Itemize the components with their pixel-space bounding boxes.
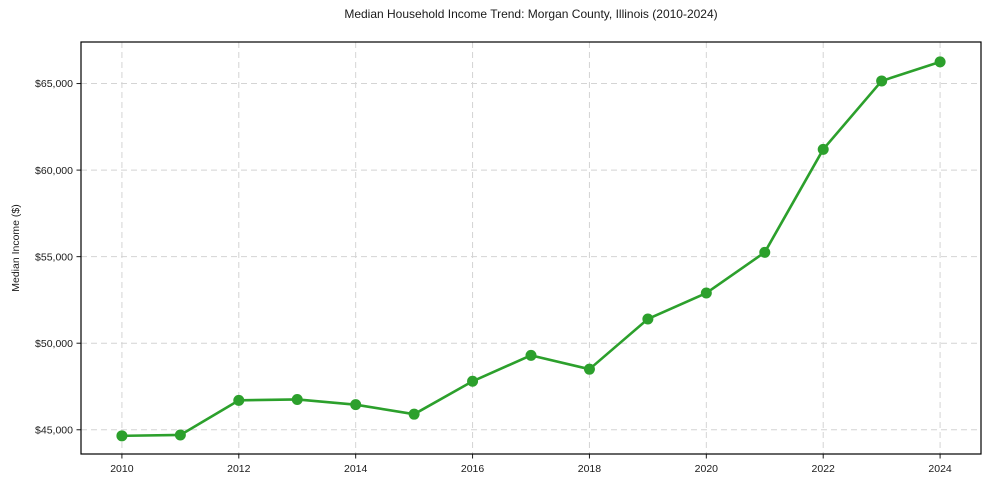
data-point-2020 bbox=[700, 287, 712, 299]
x-tick-label: 2020 bbox=[695, 463, 719, 475]
data-point-2018 bbox=[583, 363, 595, 375]
data-point-2021 bbox=[759, 246, 771, 258]
data-point-2019 bbox=[642, 313, 654, 325]
x-tick-label: 2012 bbox=[227, 463, 251, 475]
data-point-2023 bbox=[876, 75, 888, 87]
x-tick-label: 2010 bbox=[110, 463, 134, 475]
chart-title: Median Household Income Trend: Morgan Co… bbox=[344, 7, 718, 21]
data-point-2014 bbox=[350, 399, 362, 411]
x-tick-label: 2018 bbox=[578, 463, 602, 475]
data-point-2022 bbox=[817, 143, 829, 155]
y-tick-label: $65,000 bbox=[35, 78, 73, 90]
data-point-2010 bbox=[116, 430, 128, 442]
data-point-2011 bbox=[174, 429, 186, 441]
data-point-2013 bbox=[291, 393, 303, 405]
plot-border bbox=[80, 41, 982, 455]
x-tick-label: 2022 bbox=[812, 463, 836, 475]
data-point-2024 bbox=[934, 56, 946, 68]
data-point-2012 bbox=[233, 394, 245, 406]
y-tick-label: $55,000 bbox=[35, 251, 73, 263]
x-tick-label: 2014 bbox=[344, 463, 368, 475]
y-tick-label: $50,000 bbox=[35, 338, 73, 350]
data-point-2017 bbox=[525, 349, 537, 361]
y-tick-label: $60,000 bbox=[35, 165, 73, 177]
x-tick-label: 2016 bbox=[461, 463, 485, 475]
income-trend-line bbox=[120, 60, 942, 438]
x-tick-label: 2024 bbox=[928, 463, 952, 475]
data-point-2016 bbox=[467, 375, 479, 387]
y-tick-label: $45,000 bbox=[35, 424, 73, 436]
data-point-2015 bbox=[408, 408, 420, 420]
